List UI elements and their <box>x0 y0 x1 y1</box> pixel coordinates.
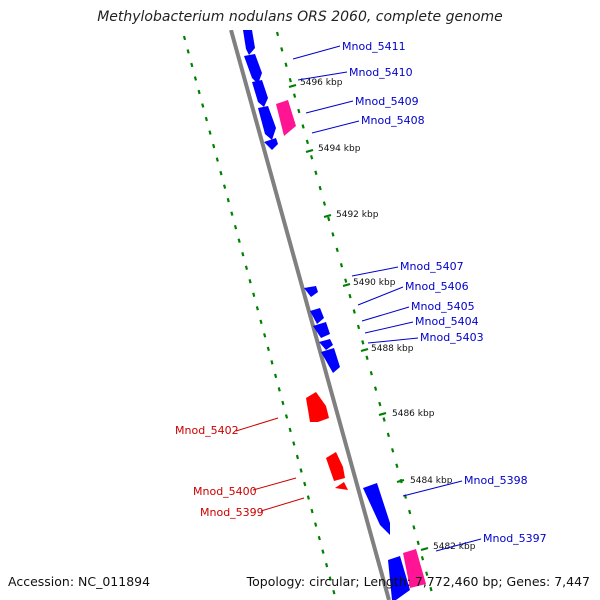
gene-label-mnod-5411[interactable]: Mnod_5411 <box>342 40 406 53</box>
gene-mnod-5400[interactable] <box>326 452 345 481</box>
gene-mnod-5406[interactable] <box>310 308 324 324</box>
gene-mnod-5397[interactable] <box>388 556 410 600</box>
gene-label-mnod-5397[interactable]: Mnod_5397 <box>483 532 547 545</box>
gene-mnod-5402[interactable] <box>306 392 329 422</box>
gene-mnod-5399[interactable] <box>335 482 348 490</box>
gene-label-mnod-5407[interactable]: Mnod_5407 <box>400 260 464 273</box>
gene-label-mnod-5400[interactable]: Mnod_5400 <box>193 485 257 498</box>
genome-summary: Topology: circular; Length: 7,772,460 bp… <box>246 574 590 589</box>
gene-mnod-5398[interactable] <box>363 483 390 535</box>
rna-gene-mnod-5397[interactable] <box>403 549 426 588</box>
outer-tick-ring <box>275 31 436 600</box>
gene-label-mnod-5405[interactable]: Mnod_5405 <box>411 300 475 313</box>
gene-label-mnod-5408[interactable]: Mnod_5408 <box>361 114 425 127</box>
tick-label: 5490 kbp <box>353 278 396 288</box>
gene-mnod-5404[interactable] <box>319 339 333 350</box>
reverse-gene-callouts <box>235 417 305 512</box>
forward-gene-callouts <box>292 45 482 552</box>
gene-mnod-5405[interactable] <box>313 322 330 338</box>
gene-mnod-5410[interactable] <box>244 54 262 84</box>
gene-mnod-5409[interactable] <box>252 80 268 107</box>
tick-label: 5482 kbp <box>433 542 476 552</box>
tick-label: 5492 kbp <box>336 210 379 220</box>
gene-label-mnod-5398[interactable]: Mnod_5398 <box>464 474 528 487</box>
accession-label: Accession: NC_011894 <box>8 574 151 589</box>
tick-label: 5486 kbp <box>392 409 435 419</box>
genome-backbone <box>229 30 391 600</box>
gene-label-mnod-5409[interactable]: Mnod_5409 <box>355 95 419 108</box>
tick-label: 5488 kbp <box>371 344 414 354</box>
gene-label-mnod-5404[interactable]: Mnod_5404 <box>415 315 479 328</box>
tick-label: 5484 kbp <box>410 476 453 486</box>
gene-mnod-5411[interactable] <box>243 30 255 55</box>
gene-label-mnod-5403[interactable]: Mnod_5403 <box>420 331 484 344</box>
gene-mnod-5407[interactable] <box>304 286 318 297</box>
rna-gene-mnod-5409[interactable] <box>276 100 296 136</box>
gene-mnod-5408b[interactable] <box>264 138 278 150</box>
gene-label-mnod-5399[interactable]: Mnod_5399 <box>200 506 264 519</box>
map-title: Methylobacterium nodulans ORS 2060, comp… <box>97 9 503 25</box>
gene-label-mnod-5410[interactable]: Mnod_5410 <box>349 66 413 79</box>
gene-mnod-5408[interactable] <box>258 106 276 140</box>
tick-label: 5496 kbp <box>300 78 343 88</box>
gene-label-mnod-5406[interactable]: Mnod_5406 <box>405 280 469 293</box>
gene-label-mnod-5402[interactable]: Mnod_5402 <box>175 424 239 437</box>
gene-mnod-5403[interactable] <box>321 348 340 373</box>
tick-marks <box>288 83 429 552</box>
tick-label: 5494 kbp <box>318 144 361 154</box>
